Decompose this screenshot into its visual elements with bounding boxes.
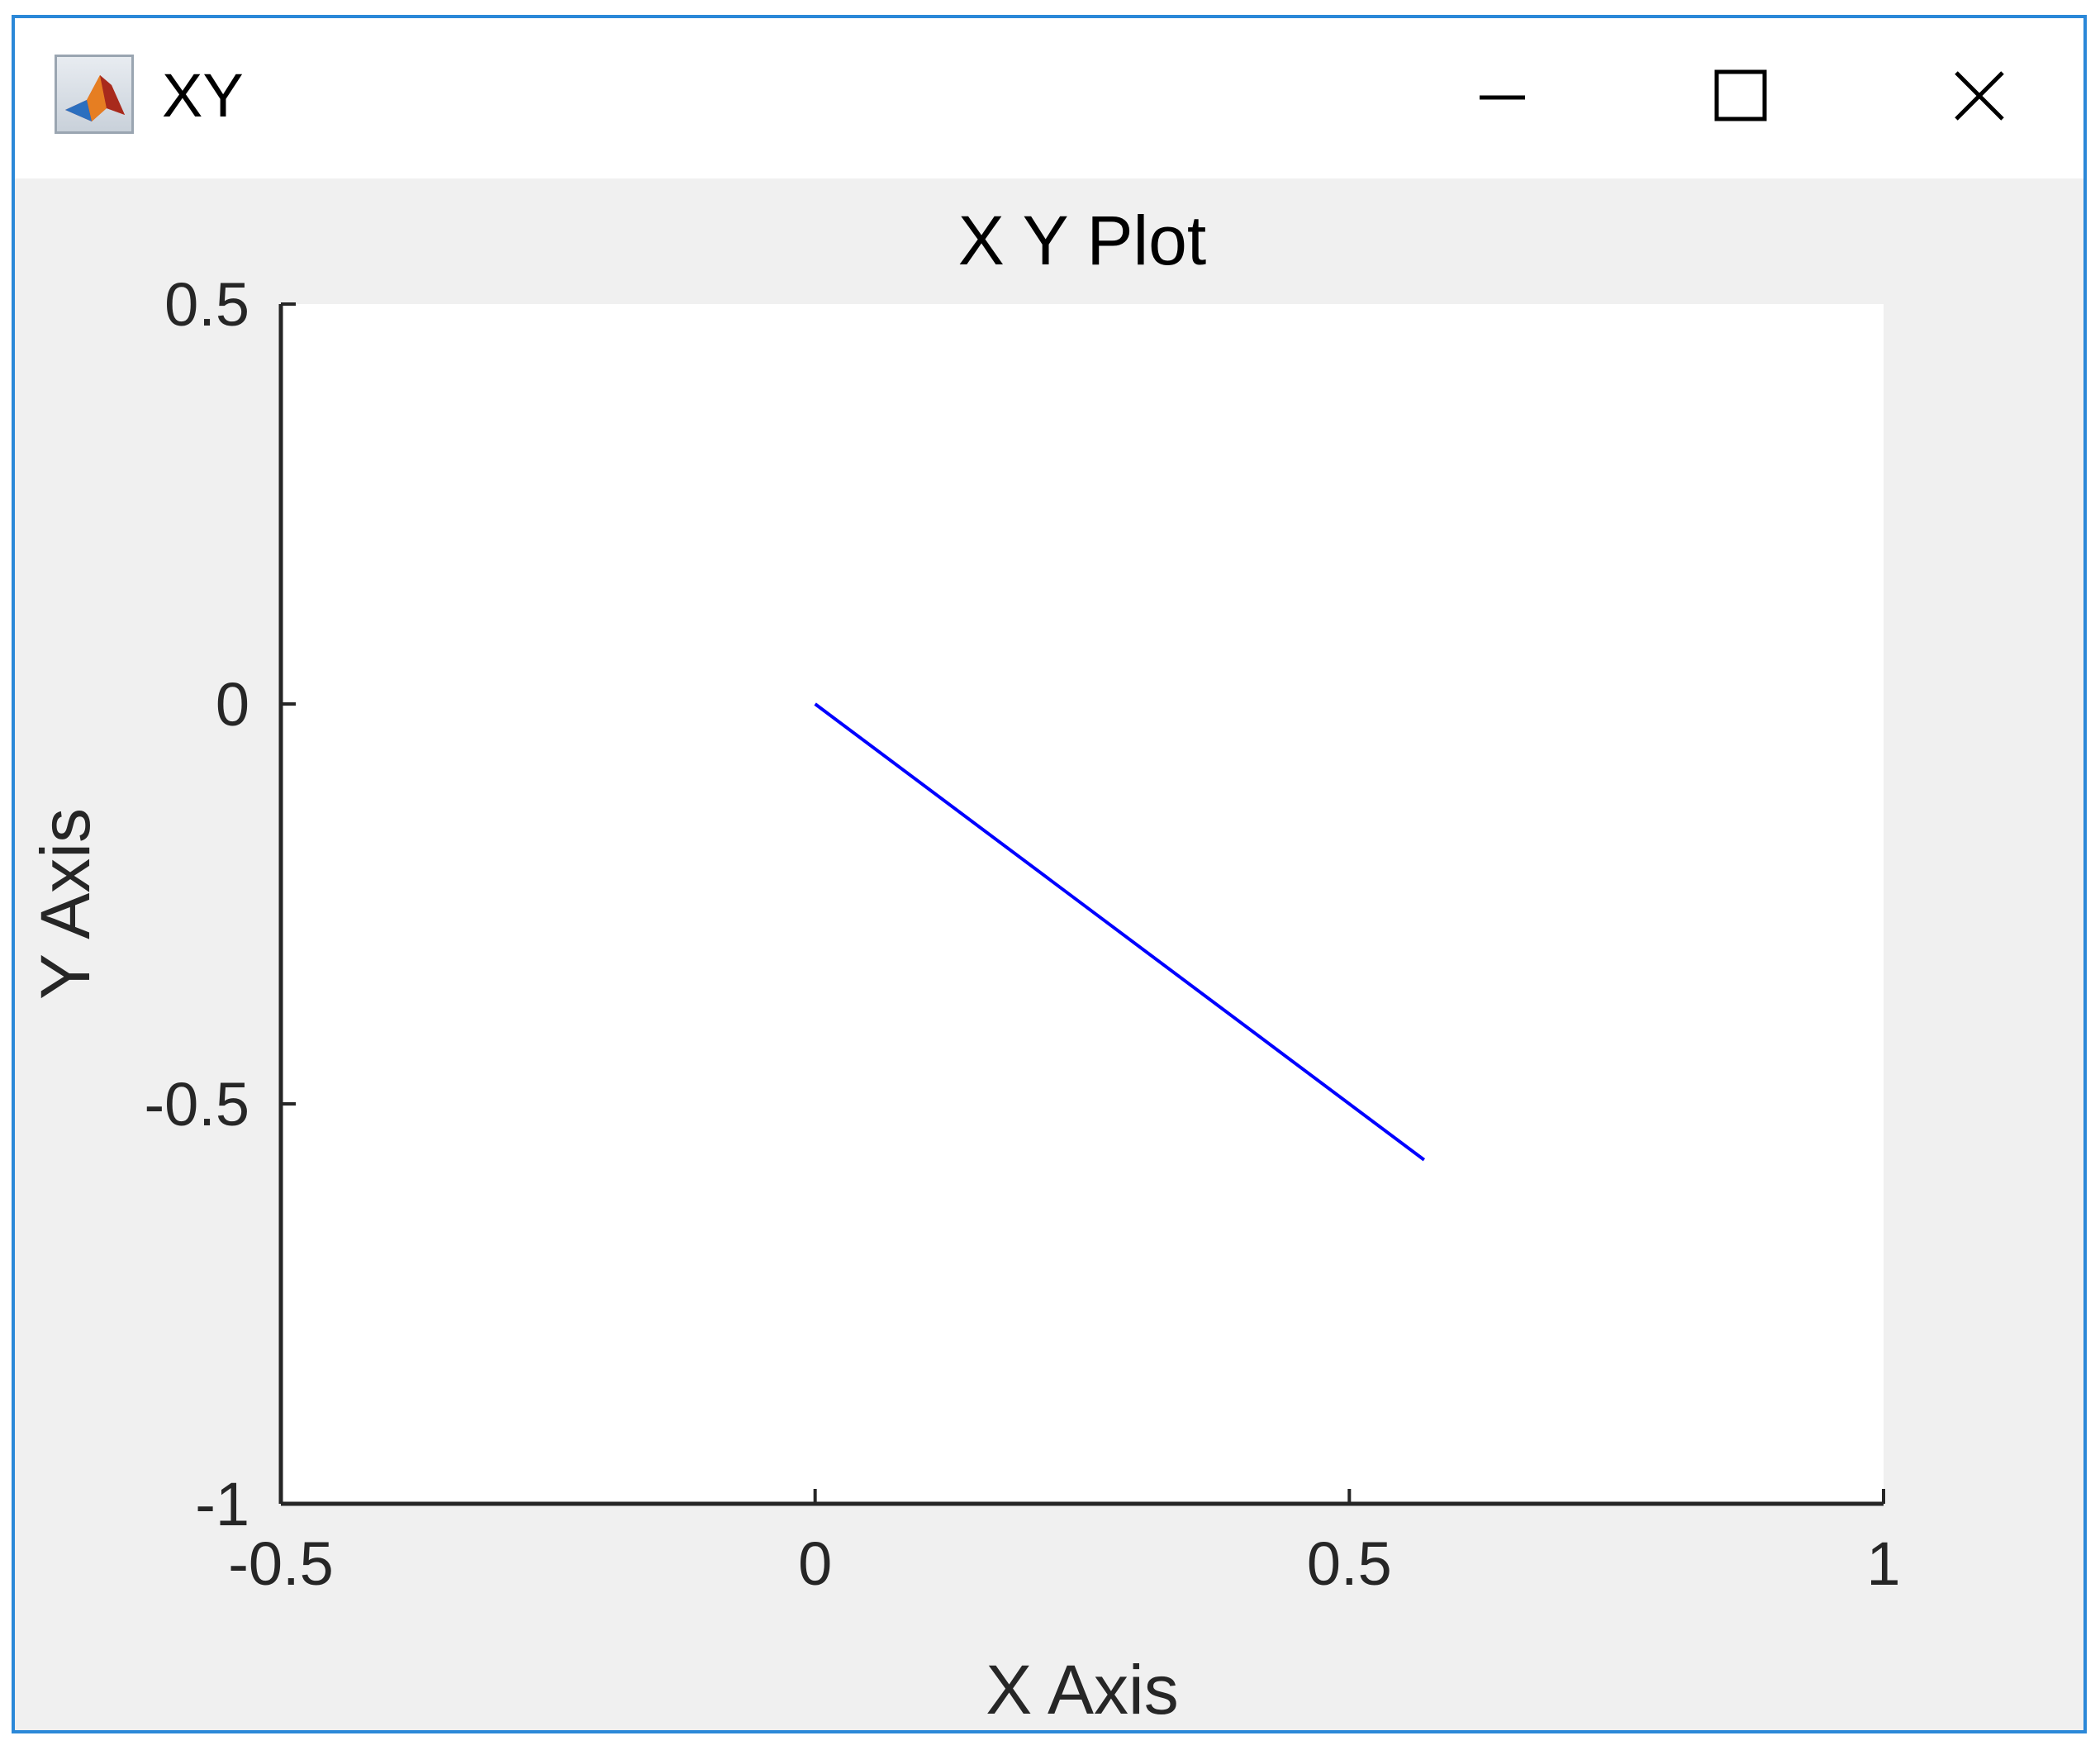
chart-title: X Y Plot <box>958 202 1206 279</box>
y-tick-label: -1 <box>195 1470 249 1538</box>
y-axis-label: Y Axis <box>26 808 104 1000</box>
y-tick-label: 0.5 <box>164 270 249 339</box>
y-tick-label: 0 <box>216 670 249 739</box>
x-tick-label: 0.5 <box>1307 1529 1392 1598</box>
x-tick-label: 1 <box>1866 1529 1900 1598</box>
window-title: XY <box>162 61 244 130</box>
xy-plot-chart[interactable]: -0.5 0 0.5 1 -1-0.500.5 X Y Plot X Axis Y A… <box>12 15 2087 1733</box>
matlab-logo-icon <box>55 55 134 134</box>
minimize-button[interactable] <box>1428 18 1576 178</box>
maximize-button[interactable] <box>1665 18 1814 178</box>
title-bar[interactable]: XY <box>15 18 2083 178</box>
close-icon <box>1955 71 2004 121</box>
maximize-icon <box>1714 69 1767 121</box>
figure-window: XY <box>12 15 2087 1733</box>
close-button[interactable] <box>1905 18 2054 178</box>
y-tick-label: -0.5 <box>144 1070 249 1139</box>
figure-client-area: -0.5 0 0.5 1 -1 -0.5 0 0.5 X Y Plot X Axis Y A… <box>15 178 2083 1730</box>
series-line-1 <box>814 702 1426 1162</box>
x-tick-label: 0 <box>798 1529 832 1598</box>
x-axis-label: X Axis <box>986 1651 1178 1729</box>
x-tick-label: -0.5 <box>228 1529 334 1598</box>
